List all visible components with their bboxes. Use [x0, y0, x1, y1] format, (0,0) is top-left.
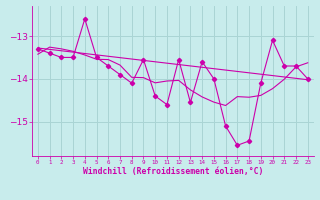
X-axis label: Windchill (Refroidissement éolien,°C): Windchill (Refroidissement éolien,°C) [83, 167, 263, 176]
